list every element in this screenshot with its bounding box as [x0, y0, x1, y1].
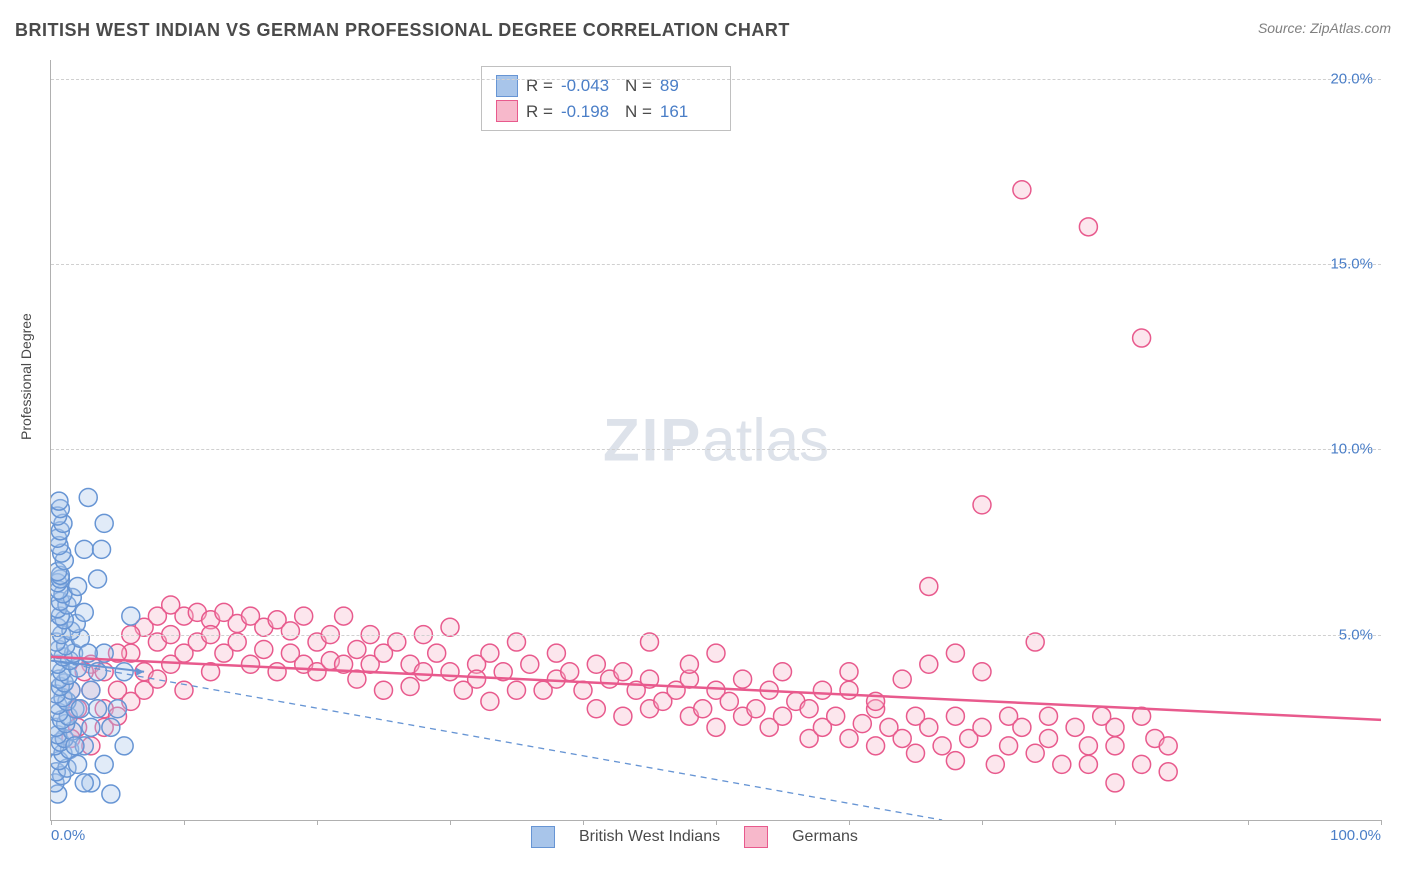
- series2-N-value: 161: [660, 99, 716, 125]
- stats-row-series2: R = -0.198 N = 161: [496, 99, 716, 125]
- xtick-mark: [450, 820, 451, 825]
- plot-area: ZIPatlas R = -0.043 N = 89 R = -0.198 N …: [50, 60, 1381, 821]
- legend-label-series2: Germans: [792, 828, 858, 846]
- xtick-mark: [583, 820, 584, 825]
- ytick-label: 5.0%: [1339, 626, 1373, 643]
- chart-title: BRITISH WEST INDIAN VS GERMAN PROFESSION…: [15, 20, 790, 40]
- xtick-label: 100.0%: [1330, 827, 1381, 844]
- gridline: [51, 635, 1381, 636]
- xtick-mark: [51, 820, 52, 825]
- xtick-mark: [317, 820, 318, 825]
- stats-legend-box: R = -0.043 N = 89 R = -0.198 N = 161: [481, 66, 731, 131]
- gridline: [51, 449, 1381, 450]
- y-axis-label: Professional Degree: [18, 313, 34, 440]
- xtick-mark: [184, 820, 185, 825]
- stats-row-series1: R = -0.043 N = 89: [496, 73, 716, 99]
- source-attribution: Source: ZipAtlas.com: [1258, 20, 1391, 36]
- xtick-mark: [849, 820, 850, 825]
- xtick-mark: [1115, 820, 1116, 825]
- xtick-mark: [982, 820, 983, 825]
- xtick-label: 0.0%: [51, 827, 85, 844]
- series1-N-value: 89: [660, 73, 716, 99]
- xtick-mark: [716, 820, 717, 825]
- xtick-mark: [1381, 820, 1382, 825]
- series2-R-value: -0.198: [561, 99, 617, 125]
- legend-swatch-series2: [744, 826, 768, 848]
- gridline: [51, 264, 1381, 265]
- ytick-label: 10.0%: [1330, 441, 1373, 458]
- watermark: ZIPatlas: [603, 406, 829, 475]
- gridline: [51, 79, 1381, 80]
- legend-swatch-series1: [531, 826, 555, 848]
- bottom-legend: British West Indians Germans: [531, 826, 858, 848]
- legend-label-series1: British West Indians: [579, 828, 720, 846]
- ytick-label: 20.0%: [1330, 70, 1373, 87]
- swatch-series2: [496, 100, 518, 122]
- xtick-mark: [1248, 820, 1249, 825]
- chart-svg: [51, 60, 1381, 820]
- series1-R-value: -0.043: [561, 73, 617, 99]
- ytick-label: 15.0%: [1330, 255, 1373, 272]
